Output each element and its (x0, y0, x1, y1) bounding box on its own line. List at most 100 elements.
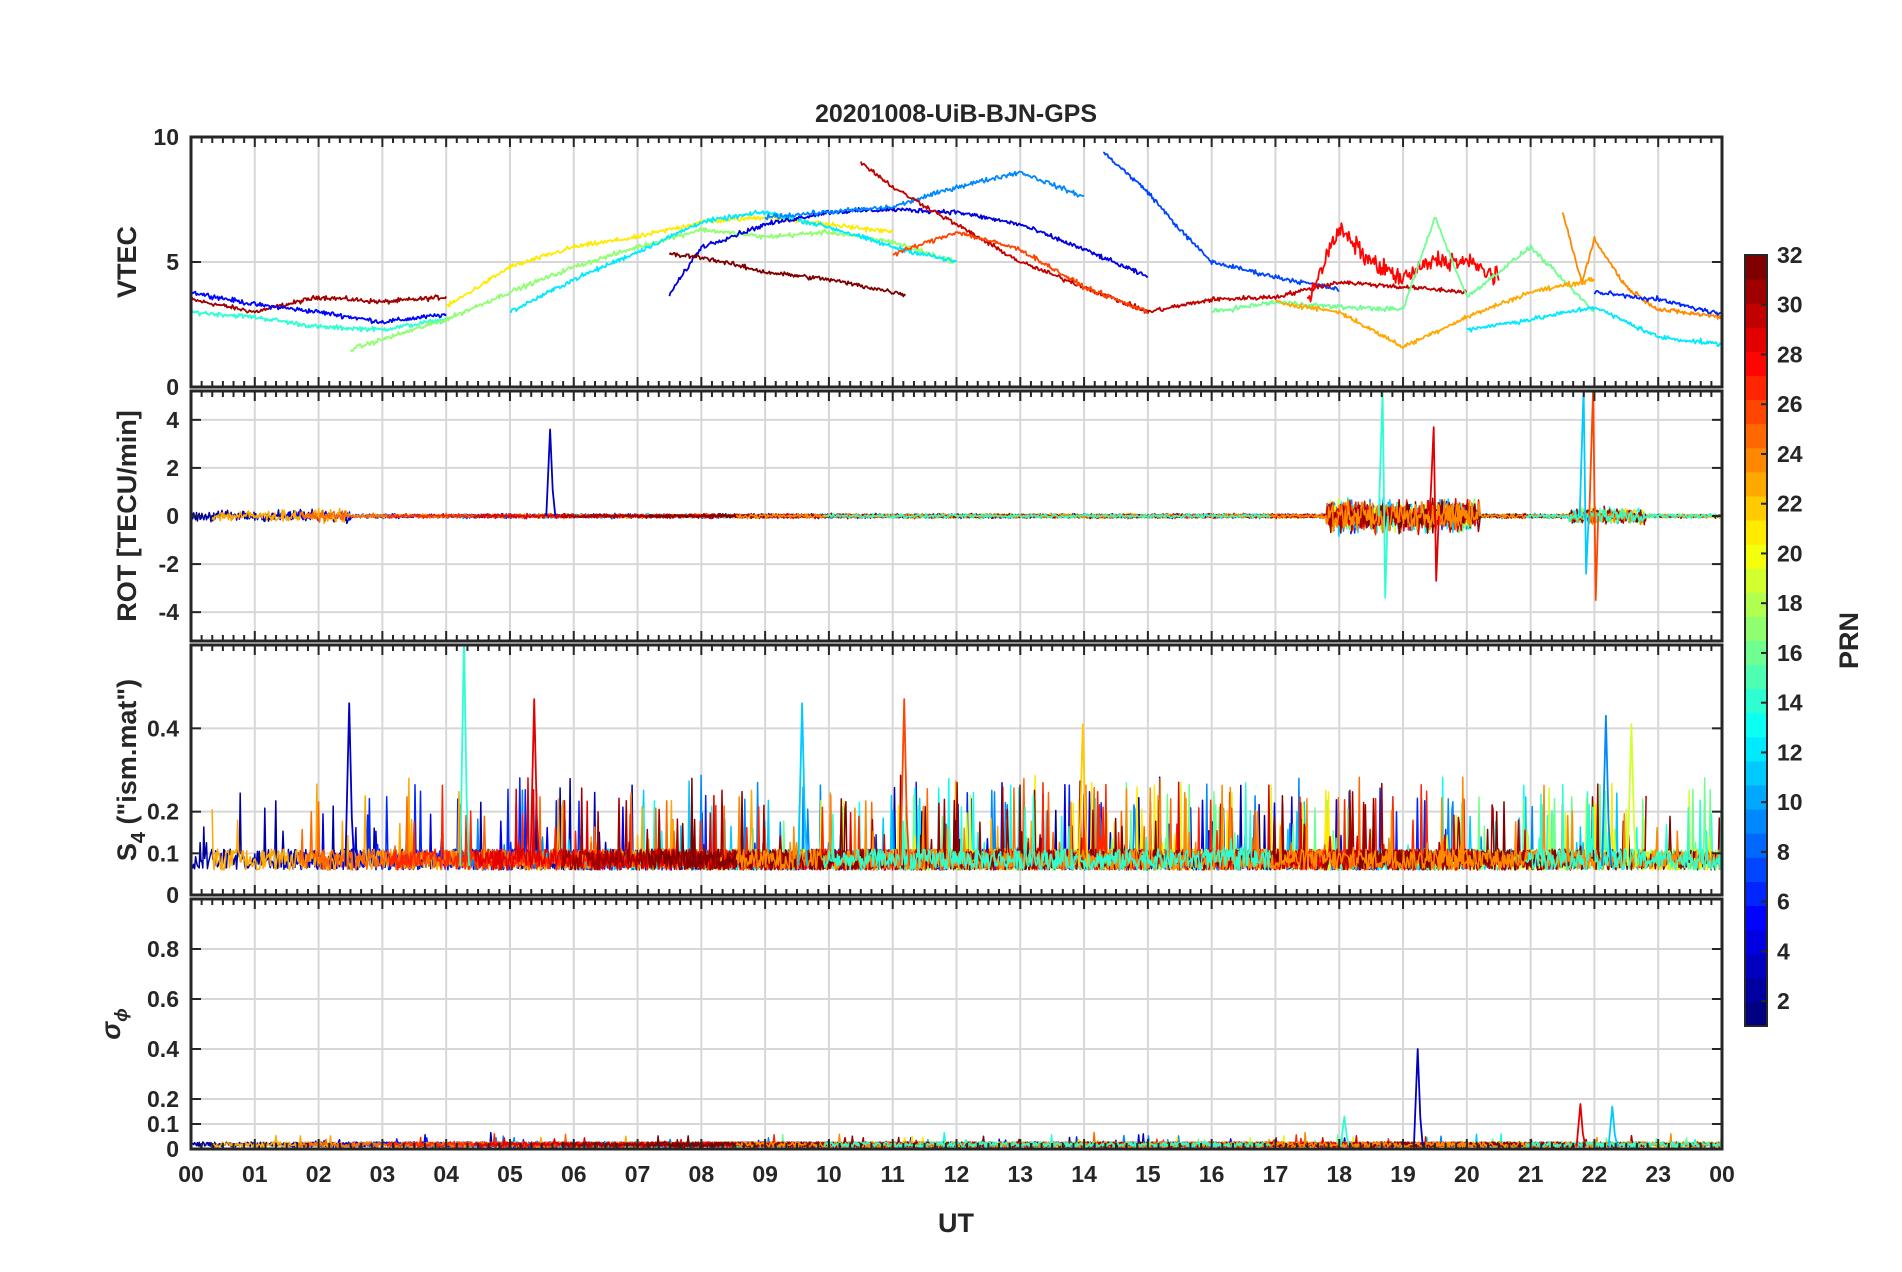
colorbar-band (1745, 303, 1767, 328)
colorbar-band (1745, 881, 1767, 907)
rot-spike-4 (1588, 391, 1600, 601)
y-tick-label: 2 (166, 455, 179, 481)
x-axis: 00 01 02 03 04 05 06 07 08 09 10 11 12 13 14 15 16 17 18 19… (178, 1161, 1735, 1187)
vtec-trace-prn-32 (668, 252, 907, 298)
x-tick-label: 10 (816, 1161, 842, 1187)
colorbar-band (1745, 327, 1767, 352)
colorbar-band (1745, 279, 1767, 304)
colorbar-band (1745, 471, 1767, 497)
colorbar-tick-label: 16 (1777, 640, 1803, 666)
sigma-spike-1 (1339, 1115, 1351, 1147)
colorbar-band (1745, 712, 1767, 738)
x-tick-label: 13 (1007, 1161, 1033, 1187)
y-tick-label: 0.4 (147, 715, 179, 741)
x-tick-label: 22 (1582, 1161, 1608, 1187)
rot-spike-2 (1428, 426, 1440, 582)
rot-trace-prn-14 (1525, 508, 1722, 523)
panel-sigma: 00.10.2 0.4 0.6 0.8 σϕ (96, 897, 1724, 1162)
colorbar-band (1745, 544, 1767, 569)
s4-spike-4 (899, 698, 911, 866)
y-tick-label: -4 (159, 599, 180, 625)
y-tick-label: 0 (166, 882, 179, 908)
vtec-trace-prn-26 (892, 231, 1149, 314)
colorbar-band (1745, 495, 1767, 521)
colorbar-band (1745, 520, 1767, 545)
vtec-trace-prn-4 (668, 206, 1149, 297)
x-tick-label: 03 (370, 1161, 396, 1187)
y-tick-label: 0.1 (147, 840, 179, 866)
colorbar-tick-label: 12 (1777, 739, 1803, 765)
y-axis-label-sigma: σϕ (96, 1008, 131, 1040)
x-tick-label: 00 (178, 1161, 204, 1187)
s4-spike-6 (1601, 714, 1612, 866)
x-tick-label: 17 (1263, 1161, 1289, 1187)
colorbar-tick-label: 28 (1777, 341, 1803, 367)
colorbar-band (1745, 592, 1767, 617)
colorbar-tick-label: 20 (1777, 540, 1803, 566)
colorbar-band (1745, 255, 1767, 280)
y-tick-label: 0 (166, 1136, 179, 1162)
colorbar-band (1745, 857, 1767, 882)
s4-spike-1 (459, 645, 470, 866)
sigma-spike-2 (1575, 1103, 1587, 1147)
vtec-trace-prn-5 (191, 290, 447, 325)
s4-spike-0 (344, 702, 356, 866)
x-tick-label: 05 (497, 1161, 523, 1187)
data-traces (191, 151, 1722, 353)
x-tick-label: 16 (1199, 1161, 1225, 1187)
vtec-trace-prn-28 (1306, 222, 1500, 303)
x-tick-label: 18 (1326, 1161, 1352, 1187)
colorbar-tick-label: 4 (1777, 938, 1790, 964)
figure-title: 20201008-UiB-BJN-GPS (815, 100, 1097, 128)
x-tick-label: 21 (1518, 1161, 1544, 1187)
vtec-trace-prn-16 (1211, 216, 1596, 314)
x-tick-label: 15 (1135, 1161, 1161, 1187)
x-minor-ticks (190, 137, 1723, 387)
data-traces (191, 645, 1722, 871)
colorbar-band (1745, 760, 1767, 786)
rot-spike-3 (1578, 391, 1590, 575)
grid (191, 137, 1722, 387)
grid (191, 899, 1722, 1149)
y-tick-label: 0 (166, 374, 179, 400)
vtec-trace-prn-23 (1274, 276, 1596, 350)
panel-s4: 0 0.1 0.2 0.4S4 ("ism.mat") (112, 643, 1724, 908)
sigma-spike-0 (1413, 1048, 1424, 1147)
s4-spike-7 (1626, 723, 1638, 866)
y-tick-label: 0 (166, 503, 179, 529)
x-tick-label: 09 (752, 1161, 778, 1187)
vtec-trace-prn-6 (1593, 290, 1722, 316)
s4-spike-2 (529, 698, 541, 866)
colorbar-band (1745, 1001, 1767, 1027)
colorbar-band (1745, 447, 1767, 473)
colorbar-band (1745, 568, 1767, 593)
x-tick-label: 06 (561, 1161, 587, 1187)
colorbar-band (1745, 664, 1767, 690)
colorbar-band (1745, 785, 1767, 810)
s4-trace-prn-14 (823, 781, 1272, 871)
y-tick-label: 10 (153, 124, 179, 150)
colorbar-band (1745, 929, 1767, 955)
rot-spike-0 (545, 428, 557, 517)
colorbar-band (1745, 736, 1767, 762)
y-tick-label: 0.4 (147, 1036, 179, 1062)
x-tick-label: 07 (625, 1161, 651, 1187)
vtec-trace-prn-30 (859, 161, 1468, 314)
colorbar-band (1745, 640, 1767, 666)
colorbar-label: PRN (1834, 612, 1864, 669)
colorbar-band (1745, 688, 1767, 714)
x-tick-label: 14 (1071, 1161, 1097, 1187)
y-axis-label-s4: S4 ("ism.mat") (112, 679, 150, 861)
vtec-trace-prn-21 (445, 215, 894, 308)
sigma-trace-prn-14 (823, 1133, 1271, 1148)
colorbar-tick-label: 10 (1777, 789, 1803, 815)
colorbar-tick-label: 6 (1777, 889, 1790, 915)
colorbar-band (1745, 977, 1767, 1003)
y-tick-label: 0.1 (147, 1111, 179, 1137)
vtec-trace-prn-12 (509, 209, 957, 313)
x-minor-ticks (190, 645, 1723, 895)
x-tick-label: 23 (1645, 1161, 1671, 1187)
colorbar-band (1745, 351, 1767, 376)
